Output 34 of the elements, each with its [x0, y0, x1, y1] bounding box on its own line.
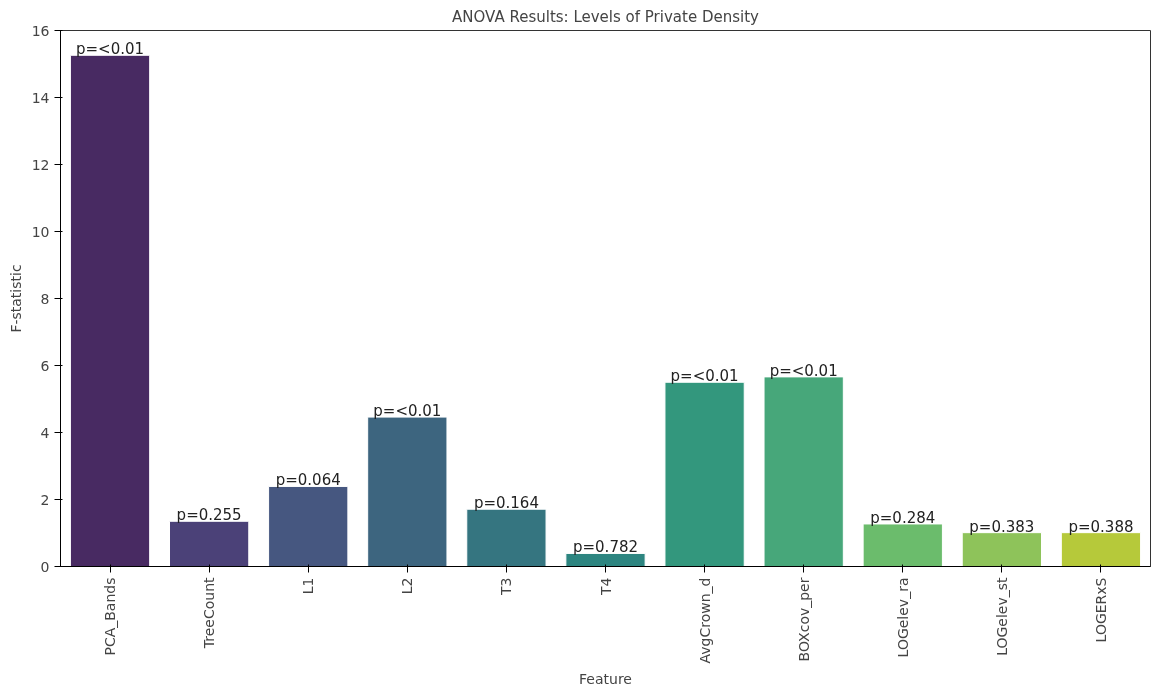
annotation: p=0.782 [572, 538, 639, 557]
annotation: p=<0.01 [373, 402, 442, 421]
x-tick-label: T3 [498, 577, 515, 596]
annotation: p=0.284 [870, 508, 936, 527]
x-tick-label: LOGERxS [1092, 577, 1109, 643]
x-tick-label: LOGelev_st [993, 576, 1010, 656]
y-tick-label: 2 [40, 491, 50, 508]
annotation: p=<0.01 [76, 40, 145, 59]
y-tick-label: 16 [31, 22, 50, 39]
y-tick-label: 4 [40, 424, 50, 441]
annotation: p=<0.01 [769, 361, 838, 380]
x-tick-label: PCA_Bands [102, 577, 119, 656]
x-tick-label: TreeCount [201, 576, 218, 650]
y-tick-label: 0 [40, 558, 50, 575]
annotation: p=0.164 [473, 494, 539, 513]
x-axis-title: Feature [579, 671, 632, 688]
annotation: p=0.255 [176, 506, 242, 525]
x-tick-label: LOGelev_ra [894, 577, 911, 658]
y-tick-label: 8 [40, 290, 50, 307]
chart-title: ANOVA Results: Levels of Private Density [452, 7, 760, 26]
x-tick-label: AvgCrown_d [696, 577, 713, 664]
x-tick-label: L1 [300, 577, 317, 595]
x-tick-label: BOXcov_per [795, 577, 812, 662]
y-tick-label: 12 [31, 156, 50, 173]
annotation: p=<0.01 [670, 367, 739, 386]
x-tick-label: L2 [399, 577, 416, 595]
y-tick-label: 10 [31, 223, 50, 240]
annotation: p=0.383 [969, 517, 1035, 536]
x-tick-label: T4 [597, 577, 614, 596]
y-axis-title: F-statistic [7, 264, 24, 333]
annotation: p=0.064 [275, 471, 341, 490]
y-tick-label: 6 [40, 357, 50, 374]
y-tick-label: 14 [31, 89, 50, 106]
annotation: p=0.388 [1068, 517, 1134, 536]
